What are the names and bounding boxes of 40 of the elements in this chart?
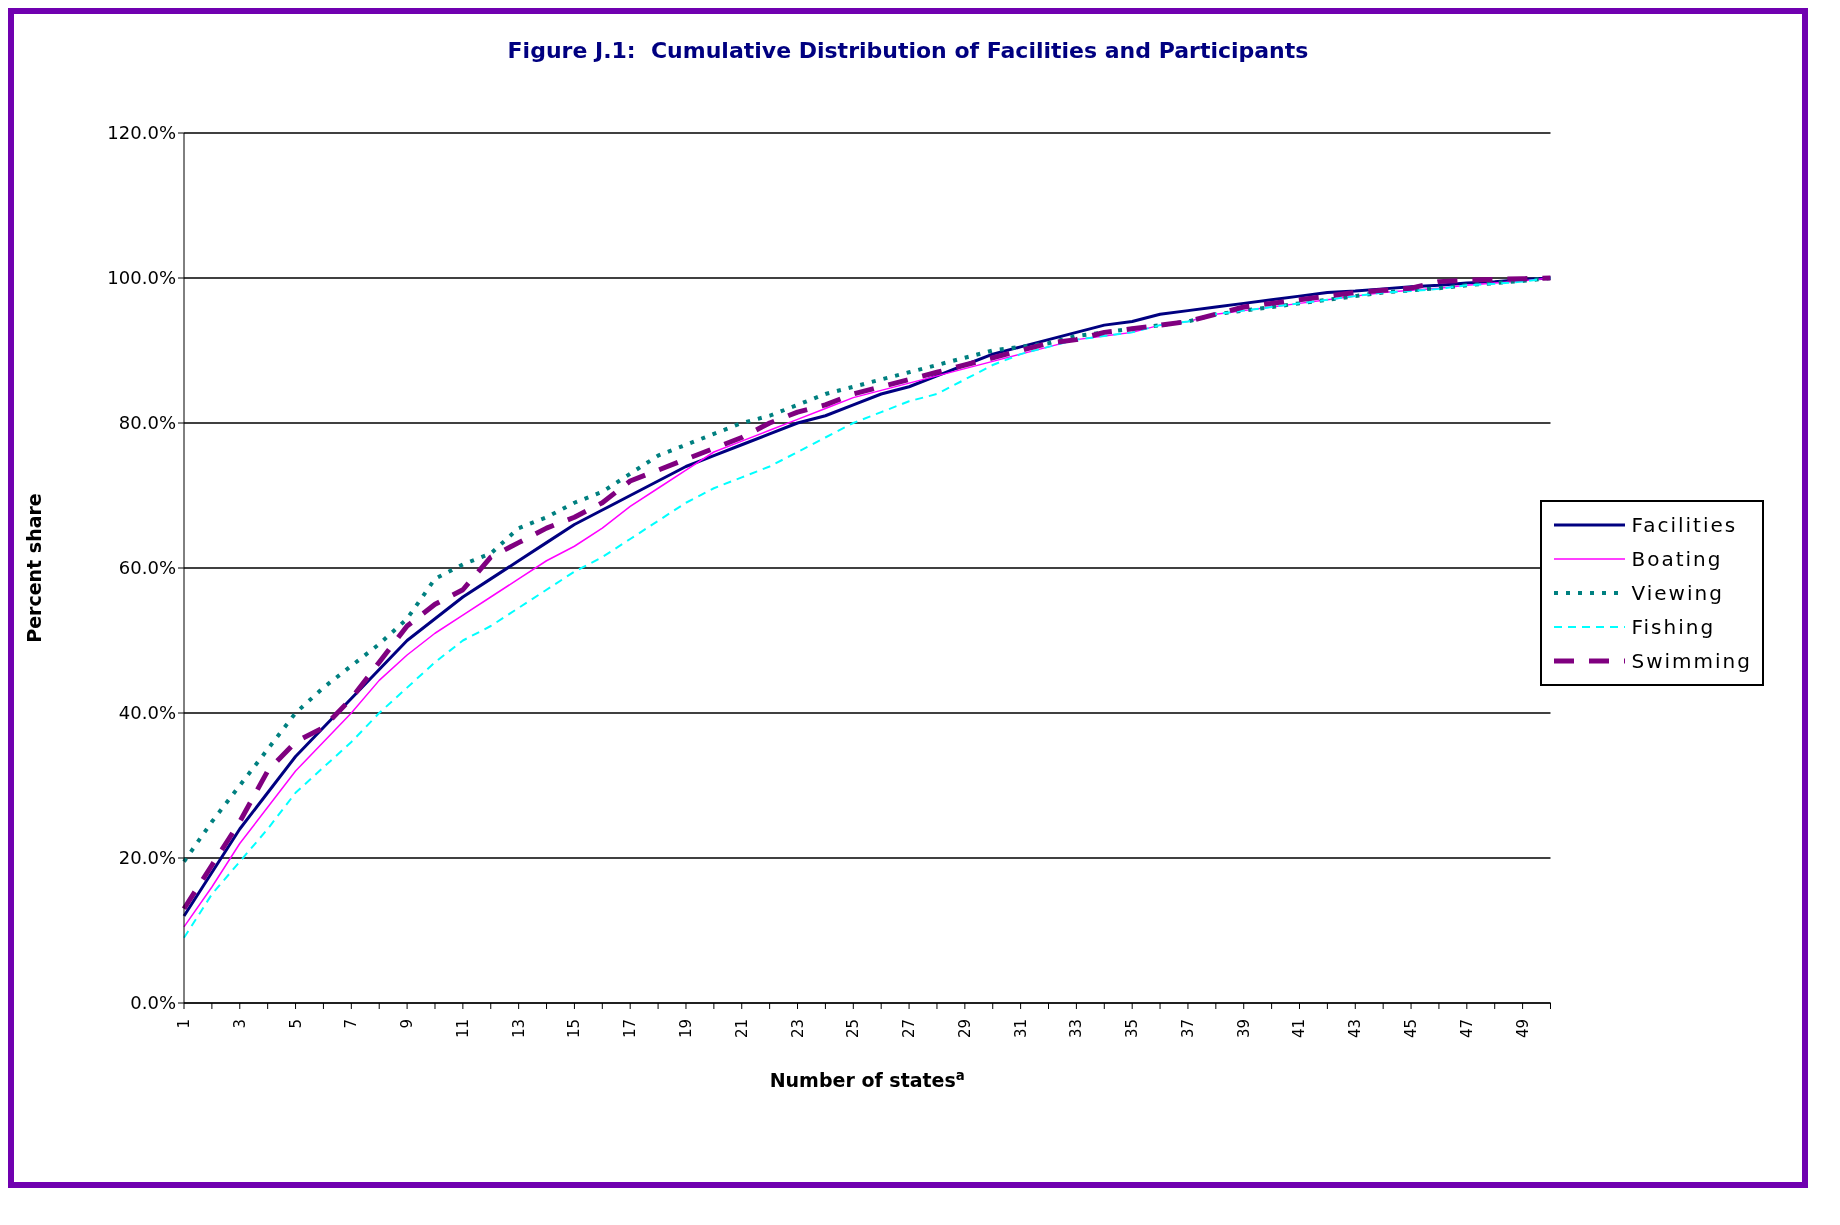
x-tick-label: 11 [453, 1019, 472, 1039]
x-tick-label: 13 [509, 1019, 528, 1039]
x-tick-label: 7 [342, 1019, 361, 1029]
x-tick-label: 5 [286, 1019, 305, 1029]
x-tick-label: 29 [955, 1019, 974, 1039]
x-tick-label: 17 [621, 1019, 640, 1039]
x-tick-label: 19 [676, 1019, 695, 1039]
x-tick-label: 39 [1234, 1019, 1253, 1039]
legend-label: Boating [1631, 546, 1723, 573]
y-tick-label: 0.0% [130, 992, 176, 1014]
x-tick-label: 27 [900, 1019, 919, 1039]
y-tick-label: 20.0% [118, 847, 176, 869]
x-axis-title: Number of states$^{a}$ [769, 1067, 965, 1091]
legend-label: Facilities [1631, 512, 1738, 539]
x-tick-label: 49 [1513, 1019, 1532, 1039]
legend-label: Fishing [1631, 614, 1716, 641]
x-tick-label: 9 [398, 1019, 417, 1029]
x-tick-label: 15 [565, 1019, 584, 1039]
y-tick-label: 40.0% [118, 702, 176, 724]
x-tick-label: 31 [1011, 1019, 1030, 1039]
x-tick-label: 33 [1067, 1019, 1086, 1039]
y-tick-label: 100.0% [107, 267, 176, 289]
y-tick-label: 60.0% [118, 557, 176, 579]
x-tick-label: 1 [175, 1019, 193, 1029]
x-tick-label: 23 [788, 1019, 807, 1039]
x-tick-label: 3 [230, 1019, 249, 1029]
chart-title: Figure J.1: Cumulative Distribution of Facilities and Participants [506, 37, 1310, 63]
x-tick-label: 21 [732, 1019, 751, 1039]
x-tick-label: 25 [844, 1019, 863, 1039]
x-tick-label: 41 [1290, 1019, 1309, 1039]
x-tick-label: 35 [1123, 1019, 1142, 1039]
legend-label: Viewing [1631, 580, 1724, 607]
x-tick-label: 45 [1402, 1019, 1421, 1039]
y-tick-label: 120.0% [107, 122, 176, 144]
legend-label: Swimming [1631, 648, 1752, 675]
x-tick-label: 37 [1178, 1019, 1197, 1039]
y-axis-title: Percent share [22, 493, 45, 643]
y-tick-label: 80.0% [118, 412, 176, 434]
x-tick-label: 43 [1346, 1019, 1365, 1039]
x-tick-label: 47 [1457, 1019, 1476, 1039]
